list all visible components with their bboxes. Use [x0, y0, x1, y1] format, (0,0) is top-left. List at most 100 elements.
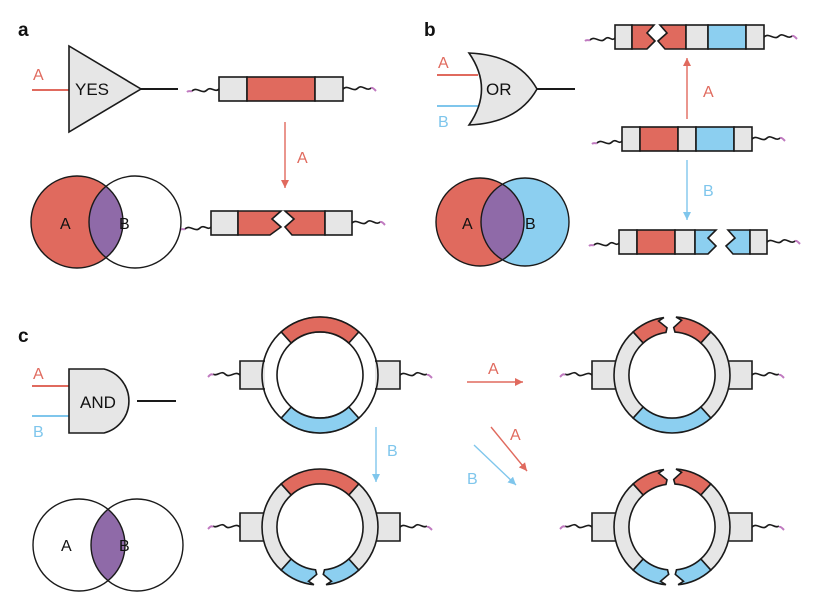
ring-grey-left: [613, 330, 645, 420]
arrow-a-label: A: [703, 84, 714, 101]
ring-grey-left: [613, 482, 645, 572]
or-gate-label: OR: [486, 80, 512, 99]
set-a-outline: [435, 177, 525, 267]
strand-left-end: [584, 39, 591, 42]
strand-domain: [745, 24, 765, 50]
ring-red-half: [632, 468, 668, 497]
set-b-outline: [88, 175, 182, 269]
ring-inner-edge: [276, 331, 364, 419]
set-b-outline: [480, 177, 570, 267]
strand-right-tail: [766, 239, 796, 244]
ring-blue-domain: [280, 405, 360, 434]
strand-blue-domain: [707, 24, 747, 50]
ring-right-end: [778, 525, 785, 531]
ring-left-tail: [212, 523, 241, 529]
input-a-label: A: [33, 67, 44, 84]
strand-left-end: [186, 90, 193, 93]
panel-c-letter: c: [18, 326, 29, 347]
strand-domain: [685, 24, 709, 50]
arrow-a-label: A: [297, 150, 308, 167]
strand-left-tail: [184, 225, 212, 231]
strand-domain: [618, 229, 638, 255]
strand-domain: [218, 76, 248, 102]
ring-cut-red: [559, 316, 785, 434]
input-b-label: B: [438, 114, 449, 131]
panel-a: a A YES A: [18, 20, 386, 269]
ring-left-end: [207, 525, 214, 530]
ring-blue-half: [280, 557, 318, 586]
ring-left-tail: [564, 371, 593, 377]
ring-red-half: [672, 316, 712, 345]
arrow-a-diag-label: A: [510, 427, 521, 444]
ring-blue-domain: [632, 405, 712, 434]
arrow-b-diag-label: B: [467, 471, 478, 488]
ring-blue-half: [632, 557, 670, 586]
panel-b: b A B OR A: [424, 20, 801, 267]
cut-left-half: [631, 24, 657, 50]
panel-c: c A B AND A B B A: [18, 316, 785, 592]
venn-yes: A B: [30, 175, 182, 269]
strand-cut: [179, 210, 386, 236]
strand-right-tail: [751, 136, 781, 141]
strand-right-tail: [351, 220, 381, 225]
set-b-outline: [90, 498, 184, 592]
strand-blue-domain: [695, 126, 735, 152]
yes-gate: A YES: [32, 44, 178, 134]
arrow-b-label: B: [387, 443, 398, 460]
strand-right-end: [379, 220, 386, 226]
ring-intact: [207, 316, 433, 434]
ring-right-tail: [399, 371, 428, 377]
strand-left-tail: [191, 87, 220, 93]
strand-red-domain: [636, 229, 676, 255]
or-gate: A B OR: [437, 52, 575, 131]
set-a-outline: [30, 175, 124, 269]
strand-right-tail: [763, 34, 793, 39]
arrow-b-diagonal: [473, 444, 517, 486]
yes-gate-label: YES: [75, 80, 109, 99]
ring-right-end: [426, 525, 433, 531]
strand-domain: [677, 126, 697, 152]
cut-left-half: [237, 210, 284, 236]
strand-domain: [614, 24, 633, 50]
arrow-b-label: B: [703, 183, 714, 200]
strand-right-end: [779, 136, 786, 142]
set-b-label: B: [525, 216, 536, 233]
and-gate: A B AND: [32, 366, 176, 441]
strand-domain: [621, 126, 641, 152]
set-b-label: B: [119, 538, 130, 555]
strand-right-tail: [342, 86, 372, 91]
strand-intact: [186, 76, 377, 102]
ring-grey-right: [699, 482, 731, 572]
cut-right-half: [724, 229, 751, 255]
cut-left-half: [694, 229, 718, 255]
strand-right-end: [370, 86, 377, 92]
set-a-label: A: [60, 216, 71, 233]
panel-a-letter: a: [18, 20, 29, 41]
ring-blue-half: [322, 557, 360, 586]
ring-red-domain: [280, 468, 360, 497]
ring-right-tail: [751, 523, 780, 529]
strand-left-end: [588, 244, 595, 247]
ring-left-tail: [212, 371, 241, 377]
cut-right-half: [656, 24, 687, 50]
ring-cut-blue: [207, 468, 433, 586]
ring-right-end: [426, 373, 433, 379]
yes-gate-body: [68, 44, 143, 134]
strand-red-domain: [246, 76, 316, 102]
or-gate-body: [467, 52, 538, 126]
intersection: [89, 176, 123, 268]
ring-red-half: [672, 468, 712, 497]
ring-blue-half: [674, 557, 712, 586]
strand-domain: [314, 76, 344, 102]
set-a-label: A: [61, 538, 72, 555]
and-gate-body: [68, 368, 130, 434]
strand-left-tail: [589, 36, 616, 42]
ring-left-end: [559, 525, 566, 530]
input-a-label: A: [438, 55, 449, 72]
venn-and: A B: [32, 498, 184, 592]
cut-right-half: [282, 210, 326, 236]
strand-domain: [749, 229, 768, 255]
strand-domain: [733, 126, 753, 152]
ring-grey-left: [261, 482, 293, 572]
